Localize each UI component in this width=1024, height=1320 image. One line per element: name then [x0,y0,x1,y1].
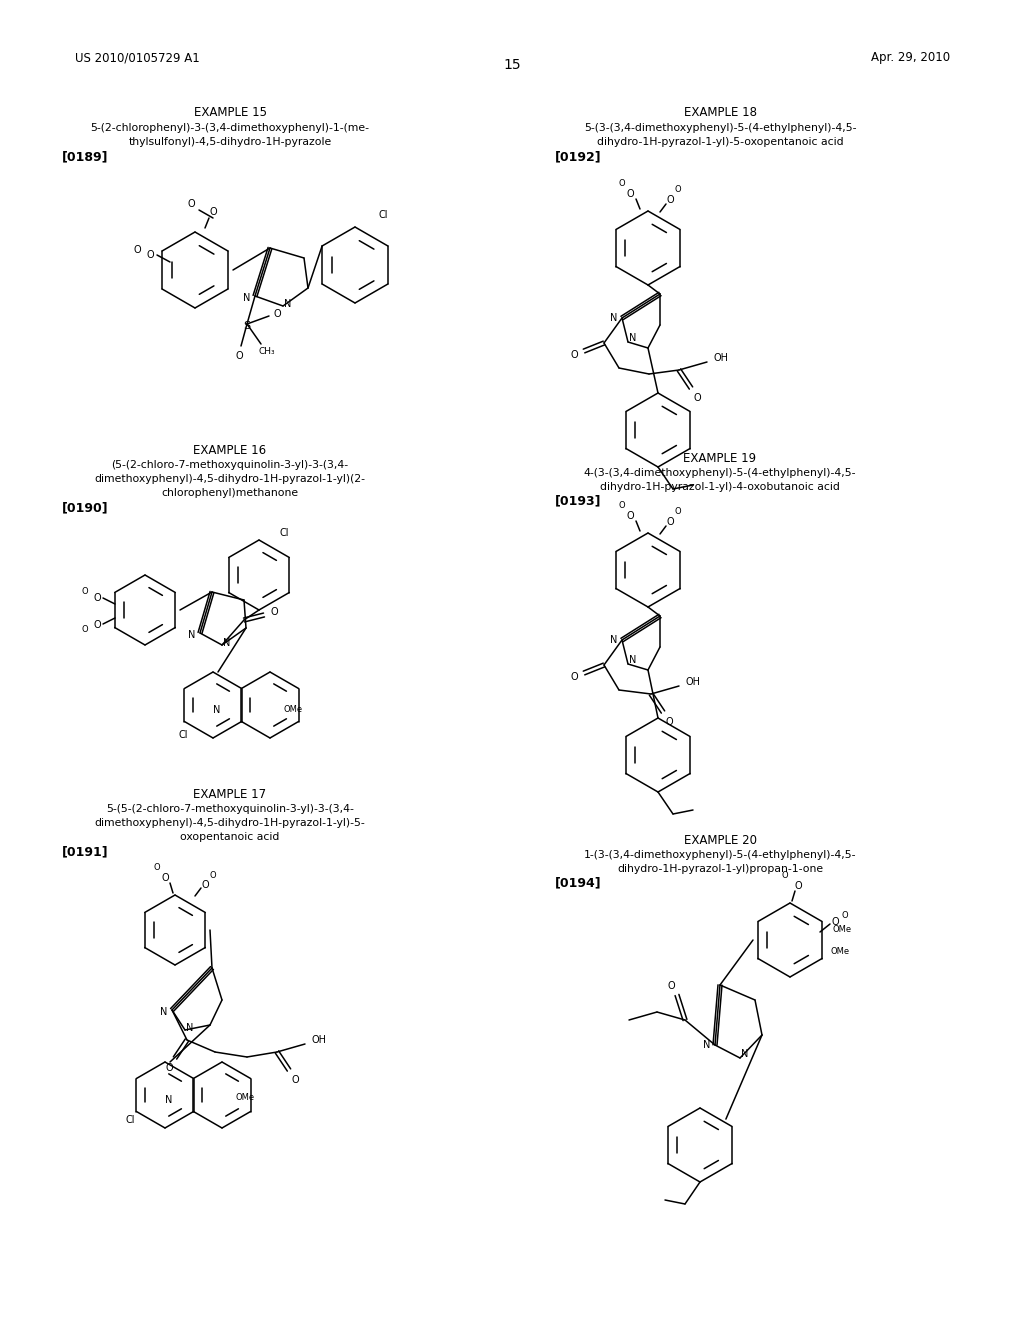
Text: N: N [630,655,637,665]
Text: EXAMPLE 16: EXAMPLE 16 [194,444,266,457]
Text: O: O [667,517,674,527]
Text: Cl: Cl [178,730,187,741]
Text: O: O [842,912,848,920]
Text: O: O [675,507,681,516]
Text: N: N [703,1040,711,1049]
Text: O: O [273,309,281,319]
Text: N: N [630,333,637,343]
Text: Cl: Cl [378,210,388,220]
Text: [0194]: [0194] [555,876,602,890]
Text: O: O [627,511,634,521]
Text: O: O [693,393,700,403]
Text: N: N [244,293,251,304]
Text: OH: OH [311,1035,327,1045]
Text: N: N [285,300,292,309]
Text: N: N [186,1023,194,1034]
Text: EXAMPLE 19: EXAMPLE 19 [683,451,757,465]
Text: O: O [165,1063,173,1073]
Text: OMe: OMe [236,1093,255,1101]
Text: O: O [93,620,100,630]
Text: O: O [795,880,802,891]
Text: O: O [781,871,788,880]
Text: O: O [187,199,195,209]
Text: Apr. 29, 2010: Apr. 29, 2010 [870,51,950,65]
Text: N: N [610,313,617,323]
Text: O: O [154,863,161,873]
Text: thylsulfonyl)-4,5-dihydro-1H-pyrazole: thylsulfonyl)-4,5-dihydro-1H-pyrazole [128,137,332,147]
Text: 1-(3-(3,4-dimethoxyphenyl)-5-(4-ethylphenyl)-4,5-: 1-(3-(3,4-dimethoxyphenyl)-5-(4-ethylphe… [584,850,856,861]
Text: O: O [666,717,673,727]
Text: N: N [165,1096,173,1105]
Text: [0190]: [0190] [62,502,109,515]
Text: 5-(5-(2-chloro-7-methoxyquinolin-3-yl)-3-(3,4-: 5-(5-(2-chloro-7-methoxyquinolin-3-yl)-3… [106,804,354,814]
Text: CH₃: CH₃ [259,347,275,356]
Text: EXAMPLE 17: EXAMPLE 17 [194,788,266,800]
Text: OH: OH [685,677,700,686]
Text: OMe: OMe [833,925,852,935]
Text: US 2010/0105729 A1: US 2010/0105729 A1 [75,51,200,65]
Text: N: N [741,1049,749,1059]
Text: Cl: Cl [125,1115,135,1125]
Text: O: O [161,873,169,883]
Text: EXAMPLE 18: EXAMPLE 18 [683,106,757,119]
Text: OMe: OMe [284,705,302,714]
Text: O: O [82,626,88,635]
Text: S: S [244,321,251,331]
Text: O: O [570,350,578,360]
Text: 4-(3-(3,4-dimethoxyphenyl)-5-(4-ethylphenyl)-4,5-: 4-(3-(3,4-dimethoxyphenyl)-5-(4-ethylphe… [584,469,856,478]
Text: dimethoxyphenyl)-4,5-dihydro-1H-pyrazol-1-yl)-5-: dimethoxyphenyl)-4,5-dihydro-1H-pyrazol-… [94,818,366,828]
Text: O: O [82,587,88,597]
Text: O: O [570,672,578,682]
Text: O: O [668,981,675,991]
Text: [0189]: [0189] [62,150,109,164]
Text: dihydro-1H-pyrazol-1-yl)-5-oxopentanoic acid: dihydro-1H-pyrazol-1-yl)-5-oxopentanoic … [597,137,844,147]
Text: O: O [675,185,681,194]
Text: EXAMPLE 15: EXAMPLE 15 [194,106,266,119]
Text: 15: 15 [503,58,521,73]
Text: O: O [236,351,243,360]
Text: [0191]: [0191] [62,846,109,858]
Text: O: O [270,607,278,616]
Text: O: O [209,207,217,216]
Text: O: O [93,593,100,603]
Text: N: N [213,705,221,715]
Text: O: O [627,189,634,199]
Text: N: N [223,638,230,648]
Text: O: O [831,917,839,927]
Text: oxopentanoic acid: oxopentanoic acid [180,832,280,842]
Text: [0193]: [0193] [555,495,601,507]
Text: O: O [210,870,216,879]
Text: N: N [610,635,617,645]
Text: (5-(2-chloro-7-methoxyquinolin-3-yl)-3-(3,4-: (5-(2-chloro-7-methoxyquinolin-3-yl)-3-(… [112,459,348,470]
Text: dihydro-1H-pyrazol-1-yl)propan-1-one: dihydro-1H-pyrazol-1-yl)propan-1-one [616,865,823,874]
Text: dimethoxyphenyl)-4,5-dihydro-1H-pyrazol-1-yl)(2-: dimethoxyphenyl)-4,5-dihydro-1H-pyrazol-… [94,474,366,484]
Text: O: O [618,180,626,189]
Text: O: O [201,880,209,890]
Text: OMe: OMe [830,948,850,957]
Text: 5-(3-(3,4-dimethoxyphenyl)-5-(4-ethylphenyl)-4,5-: 5-(3-(3,4-dimethoxyphenyl)-5-(4-ethylphe… [584,123,856,133]
Text: Cl: Cl [280,528,289,539]
Text: O: O [146,249,154,260]
Text: chlorophenyl)methanone: chlorophenyl)methanone [162,488,299,498]
Text: [0192]: [0192] [555,150,602,164]
Text: 5-(2-chlorophenyl)-3-(3,4-dimethoxyphenyl)-1-(me-: 5-(2-chlorophenyl)-3-(3,4-dimethoxypheny… [90,123,370,133]
Text: O: O [133,246,141,255]
Text: N: N [188,630,196,640]
Text: OH: OH [714,352,728,363]
Text: N: N [161,1007,168,1016]
Text: O: O [291,1074,299,1085]
Text: O: O [618,502,626,511]
Text: EXAMPLE 20: EXAMPLE 20 [683,833,757,846]
Text: O: O [667,195,674,205]
Text: dihydro-1H-pyrazol-1-yl)-4-oxobutanoic acid: dihydro-1H-pyrazol-1-yl)-4-oxobutanoic a… [600,482,840,492]
